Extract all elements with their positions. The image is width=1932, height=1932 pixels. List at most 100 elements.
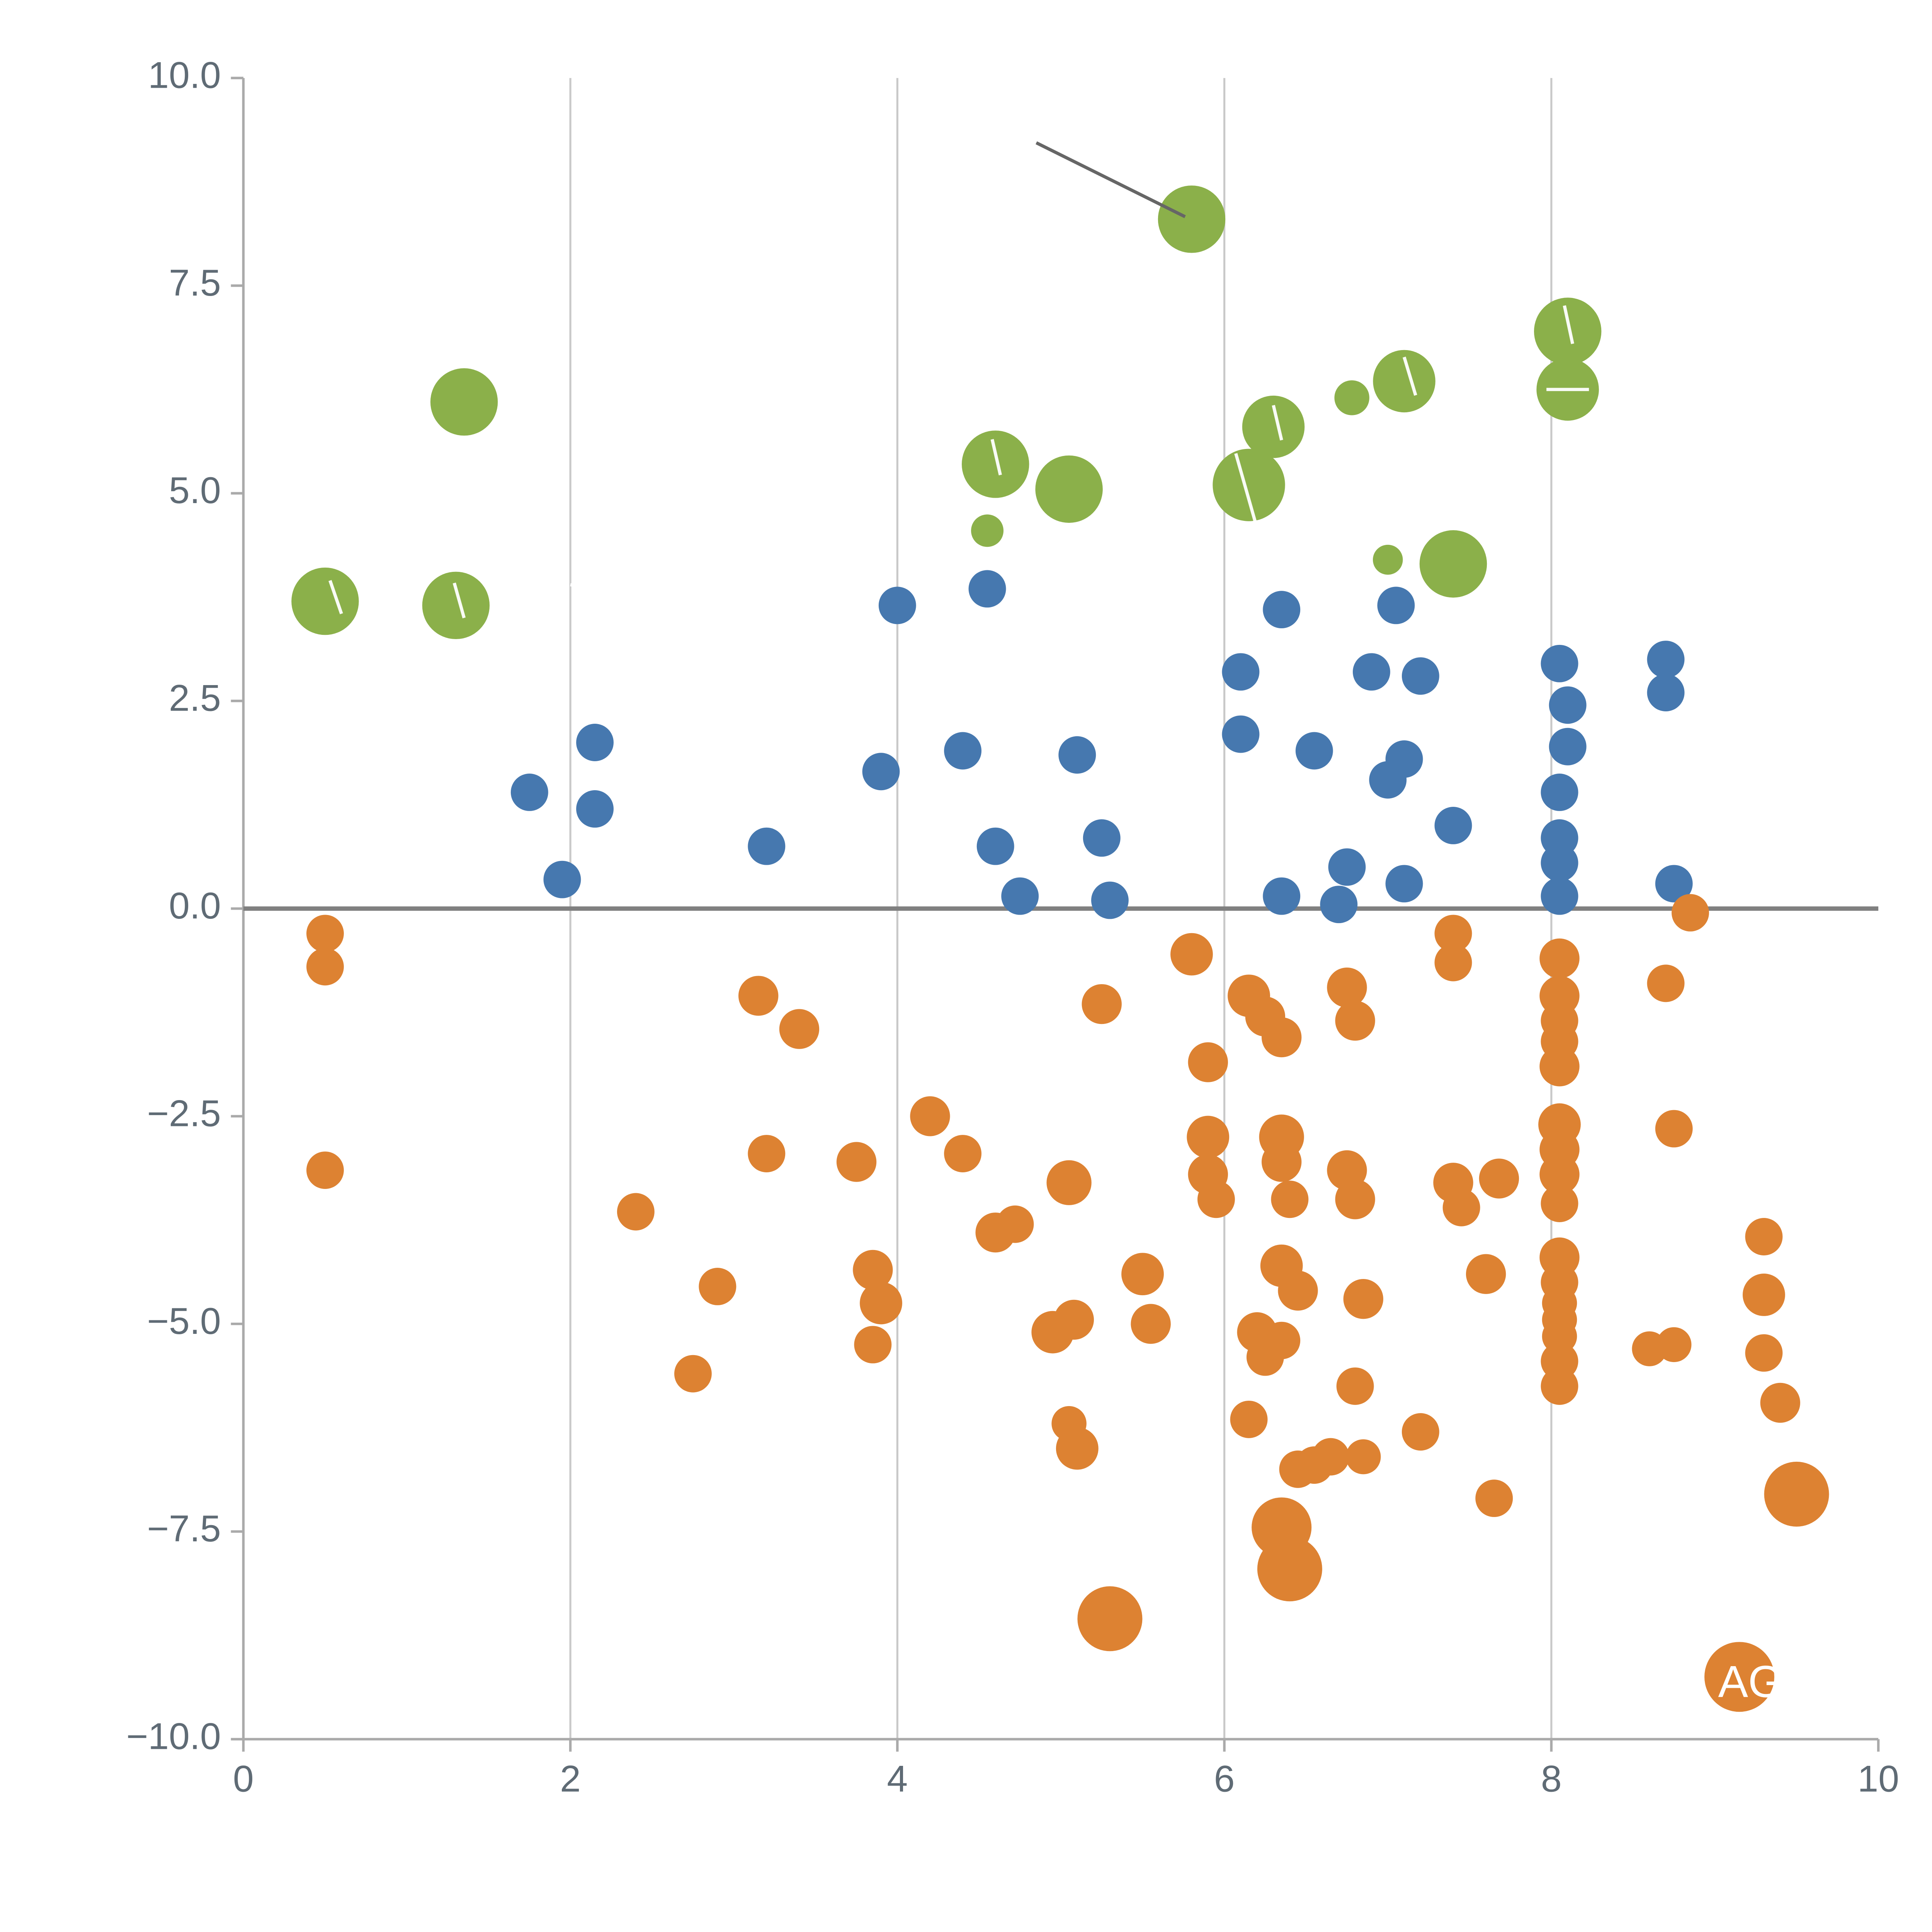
scatter-point-blue xyxy=(878,587,916,624)
scatter-point-orange xyxy=(1434,915,1472,952)
scatter-point-orange xyxy=(1170,933,1213,976)
scatter-point-orange xyxy=(748,1135,786,1172)
scatter-point-blue xyxy=(944,732,982,770)
y-tick-label: 10.0 xyxy=(148,54,221,96)
scatter-point-orange xyxy=(1336,1367,1374,1405)
y-tick-label: 2.5 xyxy=(169,677,221,719)
scatter-point-orange xyxy=(996,1205,1034,1243)
scatter-point-orange xyxy=(1466,1254,1506,1294)
white-mark-line xyxy=(1403,356,1417,396)
white-mark-line xyxy=(1563,305,1574,344)
scatter-point-orange xyxy=(1312,1438,1350,1476)
scatter-point-orange xyxy=(1343,1279,1383,1319)
scatter-point-blue xyxy=(543,861,581,898)
scatter-point-orange xyxy=(1647,964,1685,1002)
scatter-point-green xyxy=(430,368,498,436)
scatter-point-green xyxy=(1213,449,1285,521)
x-tick-label: 0 xyxy=(233,1758,254,1800)
scatter-point-blue xyxy=(976,827,1014,865)
scatter-point-orange xyxy=(1262,1142,1302,1182)
scatter-point-blue xyxy=(968,570,1006,608)
scatter-point-orange xyxy=(1335,1000,1375,1041)
scatter-point-blue xyxy=(1352,653,1390,691)
scatter-point-blue xyxy=(1083,819,1121,857)
scatter-point-blue xyxy=(1369,761,1407,799)
scatter-point-green xyxy=(1373,350,1435,413)
scatter-point-orange xyxy=(1760,1383,1800,1423)
scatter-point-orange xyxy=(1434,944,1472,981)
white-mark-line xyxy=(1234,453,1259,529)
scatter-point-orange xyxy=(854,1326,892,1364)
x-tick-label: 4 xyxy=(887,1758,908,1800)
scatter-point-orange xyxy=(1278,1270,1318,1311)
series-orange xyxy=(306,894,1829,1712)
scatter-point-orange xyxy=(1539,1154,1580,1194)
y-tick-label: 7.5 xyxy=(169,262,221,304)
scatter-point-orange xyxy=(1051,1406,1087,1441)
scatter-point-orange xyxy=(1745,1334,1783,1372)
scatter-point-orange xyxy=(860,1282,902,1325)
y-tick-label: 5.0 xyxy=(169,469,221,511)
tick-labels: 0 2 4 6 8 10 10.0 7.5 5.0 2.5 0.0 −2.5 −5.0 −7.5 −10.0 xyxy=(126,54,1899,1799)
scatter-point-blue xyxy=(1401,657,1439,695)
scatter-point-orange xyxy=(1187,1116,1230,1158)
scatter-point-blue xyxy=(862,753,900,791)
scatter-point-orange xyxy=(1327,967,1367,1008)
scatter-point-orange xyxy=(1655,1110,1693,1148)
scatter-point-orange xyxy=(1046,1160,1092,1205)
y-tick-label: −10.0 xyxy=(126,1715,221,1757)
scatter-point-blue xyxy=(1222,653,1260,691)
annotations: AG xyxy=(328,141,1783,1707)
scatter-point-orange xyxy=(836,1142,877,1182)
scatter-point-orange xyxy=(1197,1180,1235,1218)
scatter-point-orange xyxy=(1541,1367,1578,1405)
scatter-point-orange xyxy=(1442,1189,1480,1226)
scatter-point-orange xyxy=(1082,984,1122,1024)
scatter-point-orange xyxy=(1704,1642,1774,1712)
scatter-point-orange xyxy=(910,1096,950,1136)
axes xyxy=(231,77,1880,1752)
y-tick-label: −7.5 xyxy=(147,1507,221,1549)
scatter-point-blue xyxy=(1549,728,1587,765)
x-tick-label: 10 xyxy=(1857,1758,1899,1800)
scatter-point-orange xyxy=(306,1151,344,1189)
scatter-point-orange xyxy=(306,915,344,952)
scatter-point-orange xyxy=(1131,1304,1171,1344)
scatter-point-green xyxy=(1242,395,1305,458)
scatter-point-blue xyxy=(1647,674,1685,711)
scatter-point-green xyxy=(971,514,1004,547)
scatter-point-blue xyxy=(1655,865,1693,903)
scatter-point-orange xyxy=(779,1009,820,1049)
scatter-point-orange xyxy=(1263,1321,1301,1359)
y-tick-label: 0.0 xyxy=(169,884,221,927)
scatter-point-blue xyxy=(1549,686,1587,724)
white-mark-line xyxy=(1272,405,1283,441)
scatter-point-orange xyxy=(1745,1218,1783,1255)
scatter-point-blue xyxy=(1541,844,1578,882)
scatter-point-green xyxy=(962,430,1029,498)
scatter-point-blue xyxy=(1385,865,1423,903)
scatter-point-blue xyxy=(1058,736,1096,774)
scatter-point-green xyxy=(1035,455,1103,523)
scatter-point-blue xyxy=(510,774,548,811)
y-tick-label: −5.0 xyxy=(147,1300,221,1342)
scatter-point-blue xyxy=(748,827,786,865)
scatter-point-orange xyxy=(1257,1536,1322,1602)
scatter-point-blue xyxy=(1263,591,1301,629)
scatter-point-orange xyxy=(1054,1299,1094,1340)
scatter-point-green xyxy=(1534,298,1602,365)
scatter-point-orange xyxy=(1656,1327,1692,1362)
white-mark-line xyxy=(570,583,590,590)
scatter-point-orange xyxy=(1541,1185,1578,1222)
scatter-point-orange xyxy=(944,1135,982,1172)
scatter-point-green xyxy=(1158,185,1226,253)
scatter-point-orange xyxy=(1743,1274,1785,1316)
scatter-point-blue xyxy=(1434,807,1472,844)
scatter-point-orange xyxy=(1230,1400,1268,1438)
bubble-label: AG xyxy=(1718,1656,1783,1707)
scatter-point-orange xyxy=(699,1268,736,1305)
scatter-point-blue xyxy=(1320,886,1358,923)
scatter-point-orange xyxy=(1188,1042,1228,1082)
